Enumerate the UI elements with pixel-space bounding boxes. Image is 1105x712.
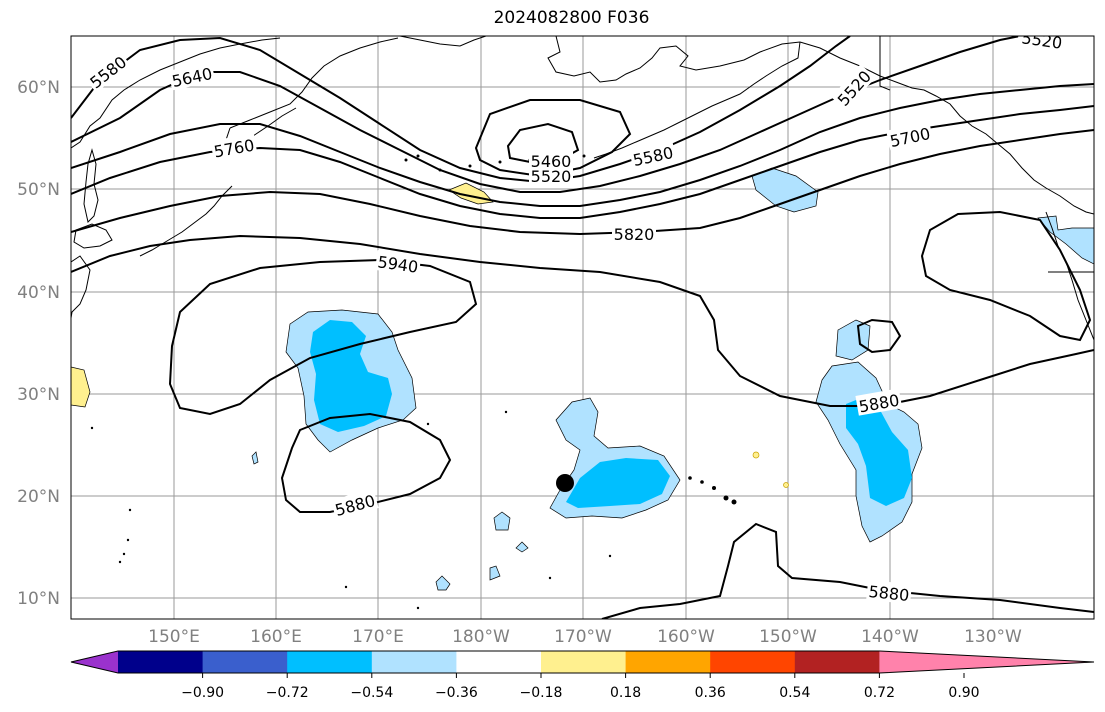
map-title: 2024082800 F036 [493, 8, 650, 28]
coast-okhotsk-east [229, 37, 399, 129]
lon-label: 140°W [861, 627, 919, 647]
colorbar-tick-label: 0.72 [864, 685, 895, 701]
shade-lightblue-northwest-us [1037, 215, 1094, 265]
colorbar-bin [118, 651, 204, 673]
contour-5880-east-loop [920, 210, 1092, 342]
shade-small-3 [435, 575, 451, 591]
longitude-labels: 150°E 160°E 170°E 180°W 170°W 160°W 150°… [148, 627, 1022, 647]
lat-label: 10°N [17, 589, 60, 609]
coast-alaska-west [547, 36, 801, 83]
shade-lightblue-gulf [751, 167, 819, 213]
colorbar-tick-label: 0.54 [779, 685, 810, 701]
lon-label: 160°W [657, 627, 715, 647]
lat-label: 60°N [17, 78, 60, 98]
lon-label: 170°E [352, 627, 404, 647]
contour-label: 5520 [531, 167, 572, 186]
coast-alaska-interior [879, 36, 891, 91]
colorbar-extend-high [879, 651, 1094, 673]
contour-5880-small [856, 318, 902, 354]
coast-kamchatka [71, 37, 281, 149]
contour-5880-north [71, 234, 1094, 407]
colorbar-tick-label: −0.36 [435, 685, 478, 701]
contour-labels: 5580 5640 5760 5460 5520 5580 5520 5520 … [83, 28, 1068, 605]
contour-5760 [71, 105, 1094, 219]
colorbar-tick-label: −0.72 [266, 685, 309, 701]
contour-5700 [71, 83, 1094, 207]
colorbar-bin [710, 651, 796, 673]
shade-small-5 [251, 451, 259, 465]
colorbar: −0.90 −0.72 −0.54 −0.36 −0.18 0.18 0.36 0.54 0.7… [70, 650, 1095, 701]
coast-kurils [139, 185, 233, 257]
coast-sakhalin [83, 148, 99, 223]
contour-label: 5880 [333, 491, 377, 520]
map-frame [70, 35, 1095, 620]
height-contours [71, 36, 1094, 619]
colorbar-tick-label: −0.54 [350, 685, 393, 701]
colorbar-extend-low [71, 651, 118, 673]
colorbar-tick-label: −0.90 [181, 685, 224, 701]
colorbar-bin [625, 651, 711, 673]
island-specks [90, 154, 737, 610]
coast-alaska-peninsula [593, 41, 801, 159]
lon-label: 160°E [250, 627, 302, 647]
colorbar-bin [541, 651, 627, 673]
shade-small-1 [493, 511, 511, 531]
colorbar-bin [456, 651, 542, 673]
colorbar-tick-label: −0.18 [520, 685, 563, 701]
shade-dot-yellow-2 [783, 482, 789, 488]
contour-label: 5760 [212, 136, 255, 162]
shade-small-2 [515, 541, 529, 553]
colorbar-outline [70, 650, 1095, 674]
colorbar-bin [202, 651, 288, 673]
shade-yellow-west [71, 366, 91, 408]
contour-5640 [71, 36, 1021, 193]
colorbar-bin [371, 651, 457, 673]
lon-label: 170°W [554, 627, 612, 647]
shade-dot-yellow-1 [752, 451, 760, 459]
colorbar-tick-label: 0.90 [948, 685, 979, 701]
coast-hokkaido [73, 223, 113, 249]
latitude-labels: 10°N 20°N 30°N 40°N 50°N 60°N [17, 78, 60, 609]
contour-label: 5460 [531, 152, 572, 171]
colorbar-bin [287, 651, 373, 673]
contour-5940 [168, 258, 478, 416]
lon-label: 150°E [148, 627, 200, 647]
coast-chukotka [399, 36, 487, 47]
contour-5880-south [601, 522, 1094, 619]
location-marker [556, 474, 574, 492]
colorbar-tick-label: 0.36 [695, 685, 726, 701]
contour-5880-west [280, 412, 452, 513]
coast-bc [1045, 211, 1094, 341]
lat-label: 50°N [17, 180, 60, 200]
lon-label: 150°W [759, 627, 817, 647]
colorbar-tick-label: 0.18 [610, 685, 641, 701]
lat-label: 30°N [17, 385, 60, 405]
shade-lightblue-east-pacific-small [835, 319, 871, 361]
contour-label: 5820 [614, 225, 655, 244]
contour-label: 5700 [888, 124, 932, 151]
colorbar-bin [794, 651, 880, 673]
shade-cyan-hawaii [566, 458, 670, 508]
lat-label: 40°N [17, 283, 60, 303]
shaded-anomaly-regions [71, 167, 1094, 591]
contour-label: 5880 [868, 582, 910, 605]
shade-cyan-west-pacific [310, 320, 392, 432]
shade-small-4 [489, 565, 501, 581]
contour-5520-low [474, 99, 632, 178]
contour-label: 5580 [631, 143, 675, 170]
coast-alaska-gulf [799, 41, 1094, 215]
lat-label: 20°N [17, 487, 60, 507]
contour-5460 [506, 122, 580, 164]
contour-5580-arc [71, 36, 851, 184]
shade-cyan-east-pacific [846, 396, 912, 506]
coast-honshu [71, 255, 91, 319]
lon-label: 130°W [964, 627, 1022, 647]
contour-label: 5520 [1020, 28, 1063, 52]
lon-label: 180°W [452, 627, 510, 647]
